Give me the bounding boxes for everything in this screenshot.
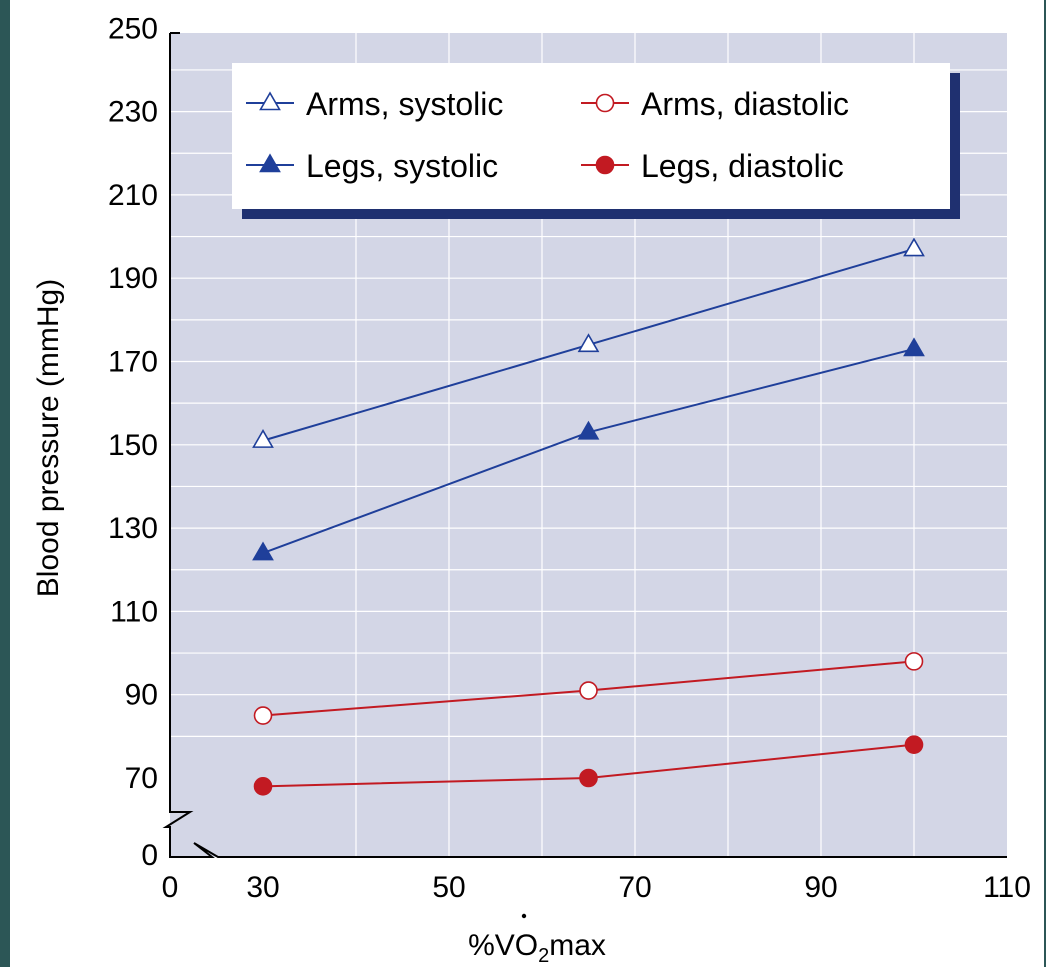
data-point [904,652,924,671]
data-point [577,333,600,353]
legend-label: Arms, diastolic [641,86,849,122]
line-chart: 0 30 50 70 90 110 70 90 110 130 150 170 190 210 230 25… [32,12,1031,967]
x-tick-label: 110 [983,871,1031,904]
series-legs-systolic [252,337,925,561]
y-tick-label: 210 [108,179,158,212]
legend-swatch-marker [259,153,281,173]
x-tick-label: 30 [246,871,279,904]
x-axis-title: %VO2max [468,929,606,967]
x-axis-title-suffix: max [549,929,606,962]
data-point [579,768,598,788]
data-point [252,429,274,448]
y-tick-label: 150 [108,429,158,462]
data-point [252,541,274,561]
legend-label: Legs, systolic [306,148,498,184]
x-axis-title-o: O [515,929,538,962]
data-point [253,706,273,725]
legend-item: Arms, systolic [246,86,503,122]
y-tick-label: 190 [108,262,158,295]
y-tick-label: 250 [108,12,158,45]
legend-swatch-marker [595,155,615,175]
x-tick-label-origin: 0 [162,871,179,904]
legend-item: Legs, diastolic [581,148,844,184]
data-point [904,735,924,754]
y-tick-label: 90 [125,679,158,712]
legend-label: Legs, diastolic [641,148,844,184]
legend-item: Legs, systolic [246,148,498,184]
x-axis-title-prefix: % [468,929,495,962]
series-layer [252,237,925,796]
axis-lines [162,33,1007,858]
legend-item: Arms, diastolic [581,86,849,122]
data-point [579,681,598,700]
legend-label: Arms, systolic [306,86,503,122]
x-axis-title-v-dot [521,913,527,919]
data-point [903,237,925,257]
series-legs-diastolic [253,735,924,796]
x-axis-ticks: 0 30 50 70 90 110 [162,871,1031,904]
data-point [577,420,600,440]
data-point [253,777,273,796]
y-tick-label: 170 [108,346,158,379]
x-axis-title-v: V [495,929,515,962]
y-tick-label: 70 [125,762,158,795]
y-tick-label: 230 [108,96,158,129]
y-axis-ticks: 70 90 110 130 150 170 190 210 230 250 0 [108,12,158,872]
data-point [903,337,925,357]
series-arms-diastolic [253,652,924,725]
legend-swatch-marker [259,91,281,111]
axes [162,32,1007,858]
legend-box [232,63,950,209]
series-arms-systolic [252,237,925,448]
x-axis-title-subscript: 2 [538,945,549,967]
chart-frame: 0 30 50 70 90 110 70 90 110 130 150 170 190 210 230 25… [10,0,1044,967]
legend: Arms, systolic Arms, diastolic Legs, systo… [232,63,960,219]
y-tick-label: 110 [110,595,158,628]
x-tick-label: 90 [804,871,837,904]
legend-swatch-marker [595,93,615,113]
x-tick-label: 50 [432,871,465,904]
y-tick-label-origin: 0 [141,839,158,872]
x-tick-label: 70 [618,871,651,904]
y-axis-title: Blood pressure (mmHg) [32,279,65,597]
y-tick-label: 130 [108,512,158,545]
